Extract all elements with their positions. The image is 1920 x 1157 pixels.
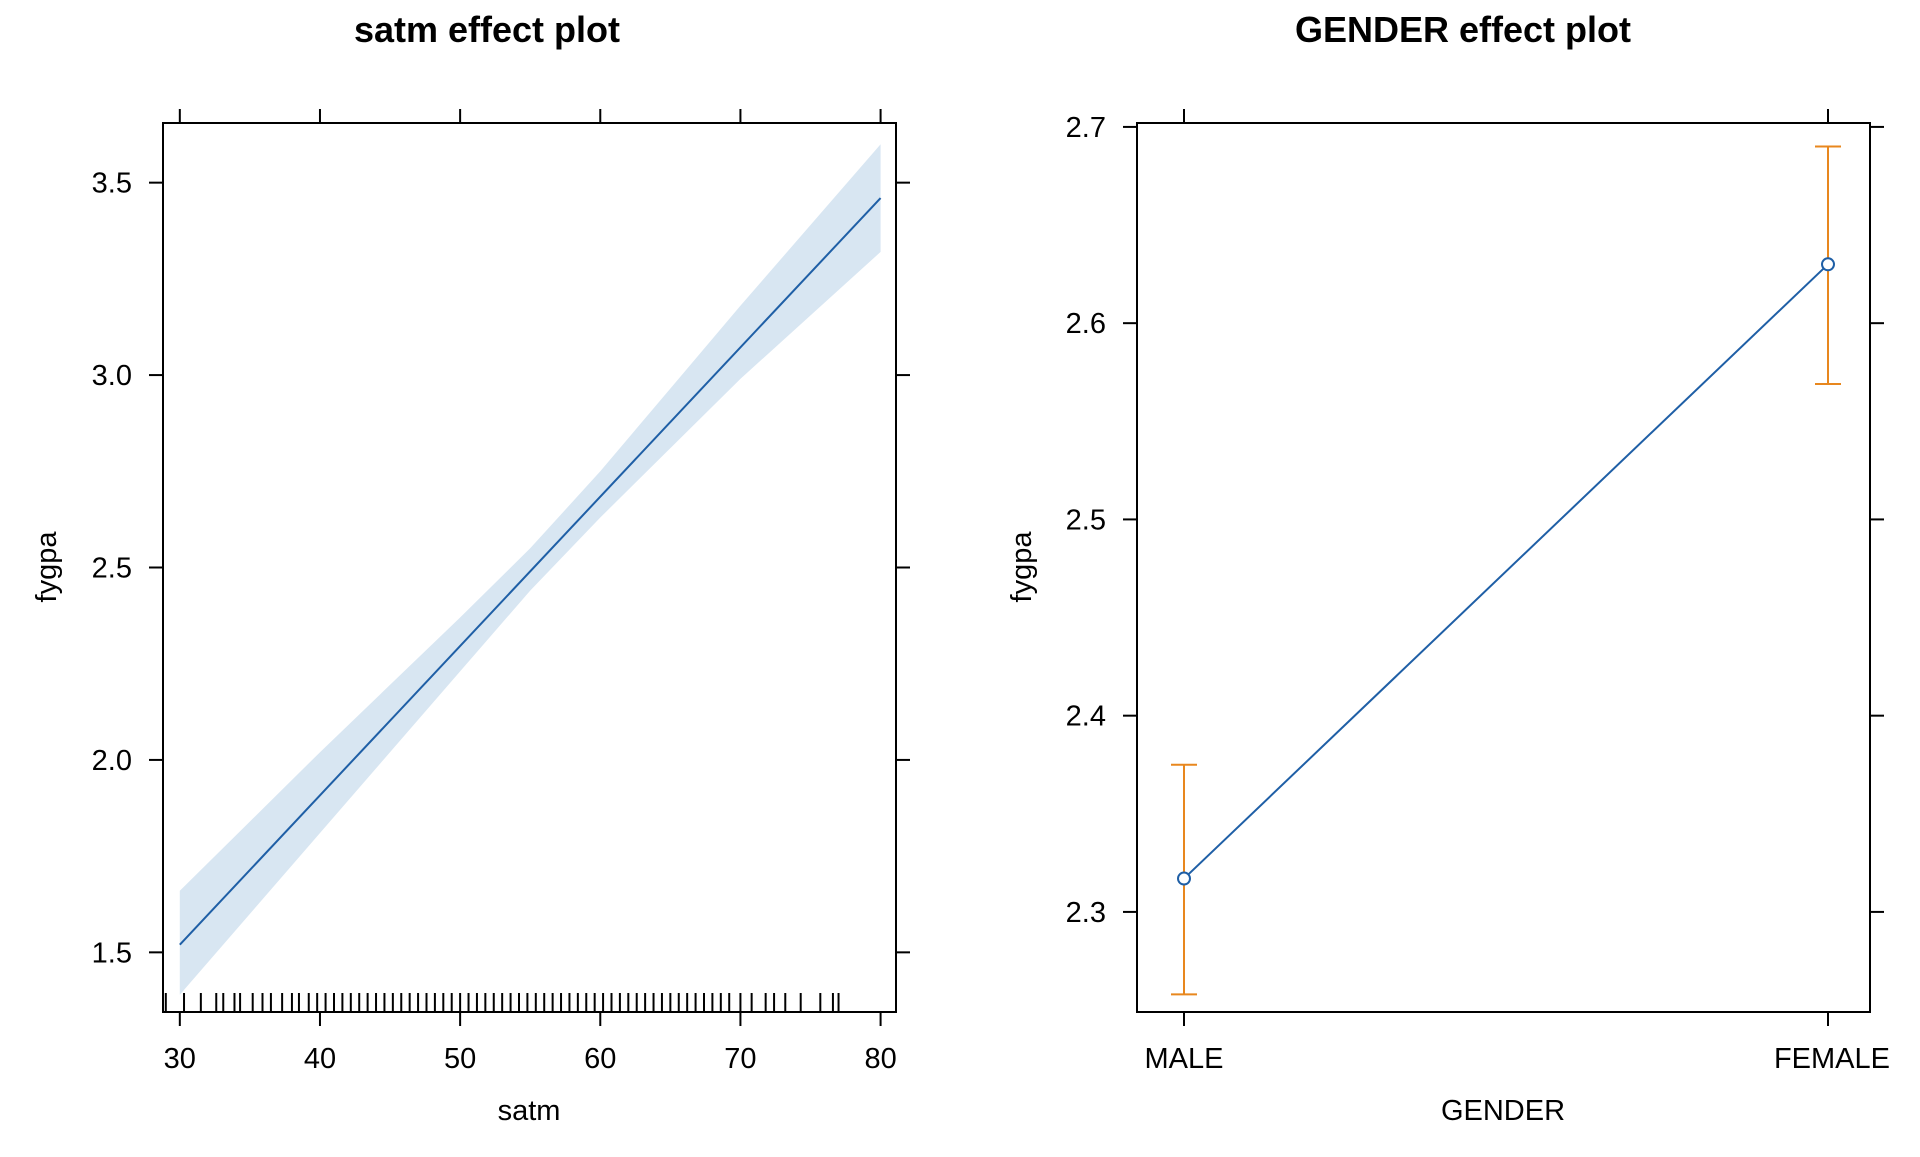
satm-y-tick-label: 3.5 xyxy=(92,168,132,200)
satm-y-tick-label: 3.0 xyxy=(92,360,132,392)
satm-x-axis-label: satm xyxy=(498,1095,561,1127)
satm-x-tick-label: 80 xyxy=(864,1043,896,1075)
satm-x-tick-label: 60 xyxy=(584,1043,616,1075)
gender-x-tick-label: MALE xyxy=(1145,1043,1224,1075)
satm-y-tick-label: 2.0 xyxy=(92,745,132,777)
satm-effect-panel: satm effect plot 30 40 50 60 70 80 1.5 2.0 2.5 3… xyxy=(31,9,910,1127)
satm-rug-layer xyxy=(164,993,840,1012)
gender-y-ticks: 2.3 2.4 2.5 2.6 2.7 xyxy=(1066,112,1884,929)
satm-y-tick-label: 2.5 xyxy=(92,553,132,585)
satm-chart-title: satm effect plot xyxy=(354,9,620,50)
gender-y-axis-label: fygpa xyxy=(1006,531,1038,603)
satm-x-tick-label: 70 xyxy=(724,1043,756,1075)
satm-x-tick-label: 50 xyxy=(444,1043,476,1075)
satm-x-tick-label: 40 xyxy=(304,1043,336,1075)
gender-x-ticks: MALE FEMALE xyxy=(1145,109,1890,1075)
gender-effect-line-layer xyxy=(1183,263,1829,880)
gender-point-layer xyxy=(1177,257,1835,886)
gender-chart-title: GENDER effect plot xyxy=(1295,9,1631,50)
satm-confidence-band xyxy=(179,144,881,995)
gender-x-axis-label: GENDER xyxy=(1441,1095,1565,1127)
satm-confidence-band-layer xyxy=(179,144,881,995)
gender-x-tick-label: FEMALE xyxy=(1774,1043,1890,1075)
gender-effect-point xyxy=(1177,871,1191,886)
gender-y-tick-label: 2.3 xyxy=(1066,897,1106,929)
satm-x-tick-label: 30 xyxy=(164,1043,196,1075)
satm-fit-line xyxy=(179,197,882,946)
gender-y-tick-label: 2.7 xyxy=(1066,112,1106,144)
gender-effect-panel: GENDER effect plot MALE FEMALE 2.32.42.52… xyxy=(1006,9,1890,1127)
satm-x-ticks: 30 40 50 60 70 80 xyxy=(164,109,897,1075)
gender-plot-frame xyxy=(1136,122,1871,1013)
satm-y-ticks: 1.5 2.0 2.5 3.0 3.5 xyxy=(92,168,910,969)
gender-y-tick-label: 2.5 xyxy=(1066,504,1106,536)
satm-fit-line-layer xyxy=(179,197,882,946)
gender-y-tick-label: 2.6 xyxy=(1066,308,1106,340)
gender-effect-line xyxy=(1183,263,1829,880)
gender-y-tick-label: 2.4 xyxy=(1066,701,1106,733)
gender-effect-point xyxy=(1821,257,1835,272)
satm-y-tick-label: 1.5 xyxy=(92,937,132,969)
satm-y-axis-label: fygpa xyxy=(31,531,63,603)
